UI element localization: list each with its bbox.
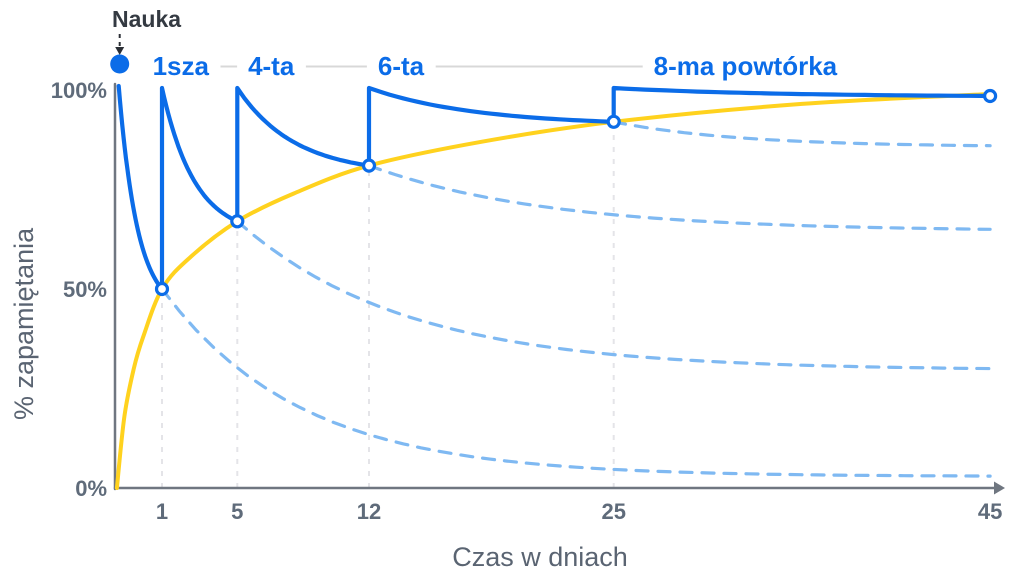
- x-axis-arrow-icon: [994, 481, 1005, 495]
- retention-envelope-curve: [114, 92, 993, 490]
- x-tick-label: 45: [978, 499, 1002, 524]
- forgetting-curve-1: [160, 287, 992, 478]
- review-marker-day-5: [230, 214, 245, 229]
- x-tick-label: 5: [231, 499, 243, 524]
- learning-arrow-icon: [115, 47, 125, 55]
- review-label-3: 6-ta: [378, 51, 425, 81]
- review-label-1: 1sza: [153, 51, 210, 81]
- annotations: 1sza 4-ta 6-ta 8-ma powtórka: [110, 34, 838, 81]
- x-tick-label: 25: [601, 499, 625, 524]
- axes: 1 5 12 25 45 0% 50% 100%: [51, 78, 1005, 524]
- gridlines: [161, 88, 615, 488]
- review-label-4: 8-ma powtórka: [654, 51, 838, 81]
- review-marker-day-12: [361, 158, 377, 173]
- learning-label: Nauka: [112, 6, 181, 32]
- review-point-markers: [154, 88, 998, 297]
- learning-dot-icon: [110, 54, 130, 74]
- y-tick-label: 50%: [63, 277, 107, 302]
- x-tick-label: 12: [357, 499, 381, 524]
- review-marker-day-1: [154, 281, 170, 297]
- forgetting-curve-3: [367, 164, 992, 231]
- y-tick-label: 100%: [51, 78, 107, 103]
- review-label-2: 4-ta: [248, 51, 295, 81]
- y-tick-label: 0%: [75, 476, 107, 501]
- forgetting-curves: [160, 120, 992, 478]
- retention-envelope-path: [114, 92, 993, 490]
- x-tick-label: 1: [156, 499, 168, 524]
- forgetting-curve-4: [612, 120, 992, 148]
- review-sawtooth-curve: [116, 83, 993, 292]
- x-axis-title: Czas w dniach: [452, 542, 628, 572]
- review-marker-day-45: [982, 88, 998, 104]
- review-marker-day-25: [606, 114, 621, 129]
- y-axis-title: % zapamiętania: [9, 227, 39, 420]
- review-sawtooth-path: [116, 83, 993, 292]
- forgetting-curve-2: [235, 219, 992, 371]
